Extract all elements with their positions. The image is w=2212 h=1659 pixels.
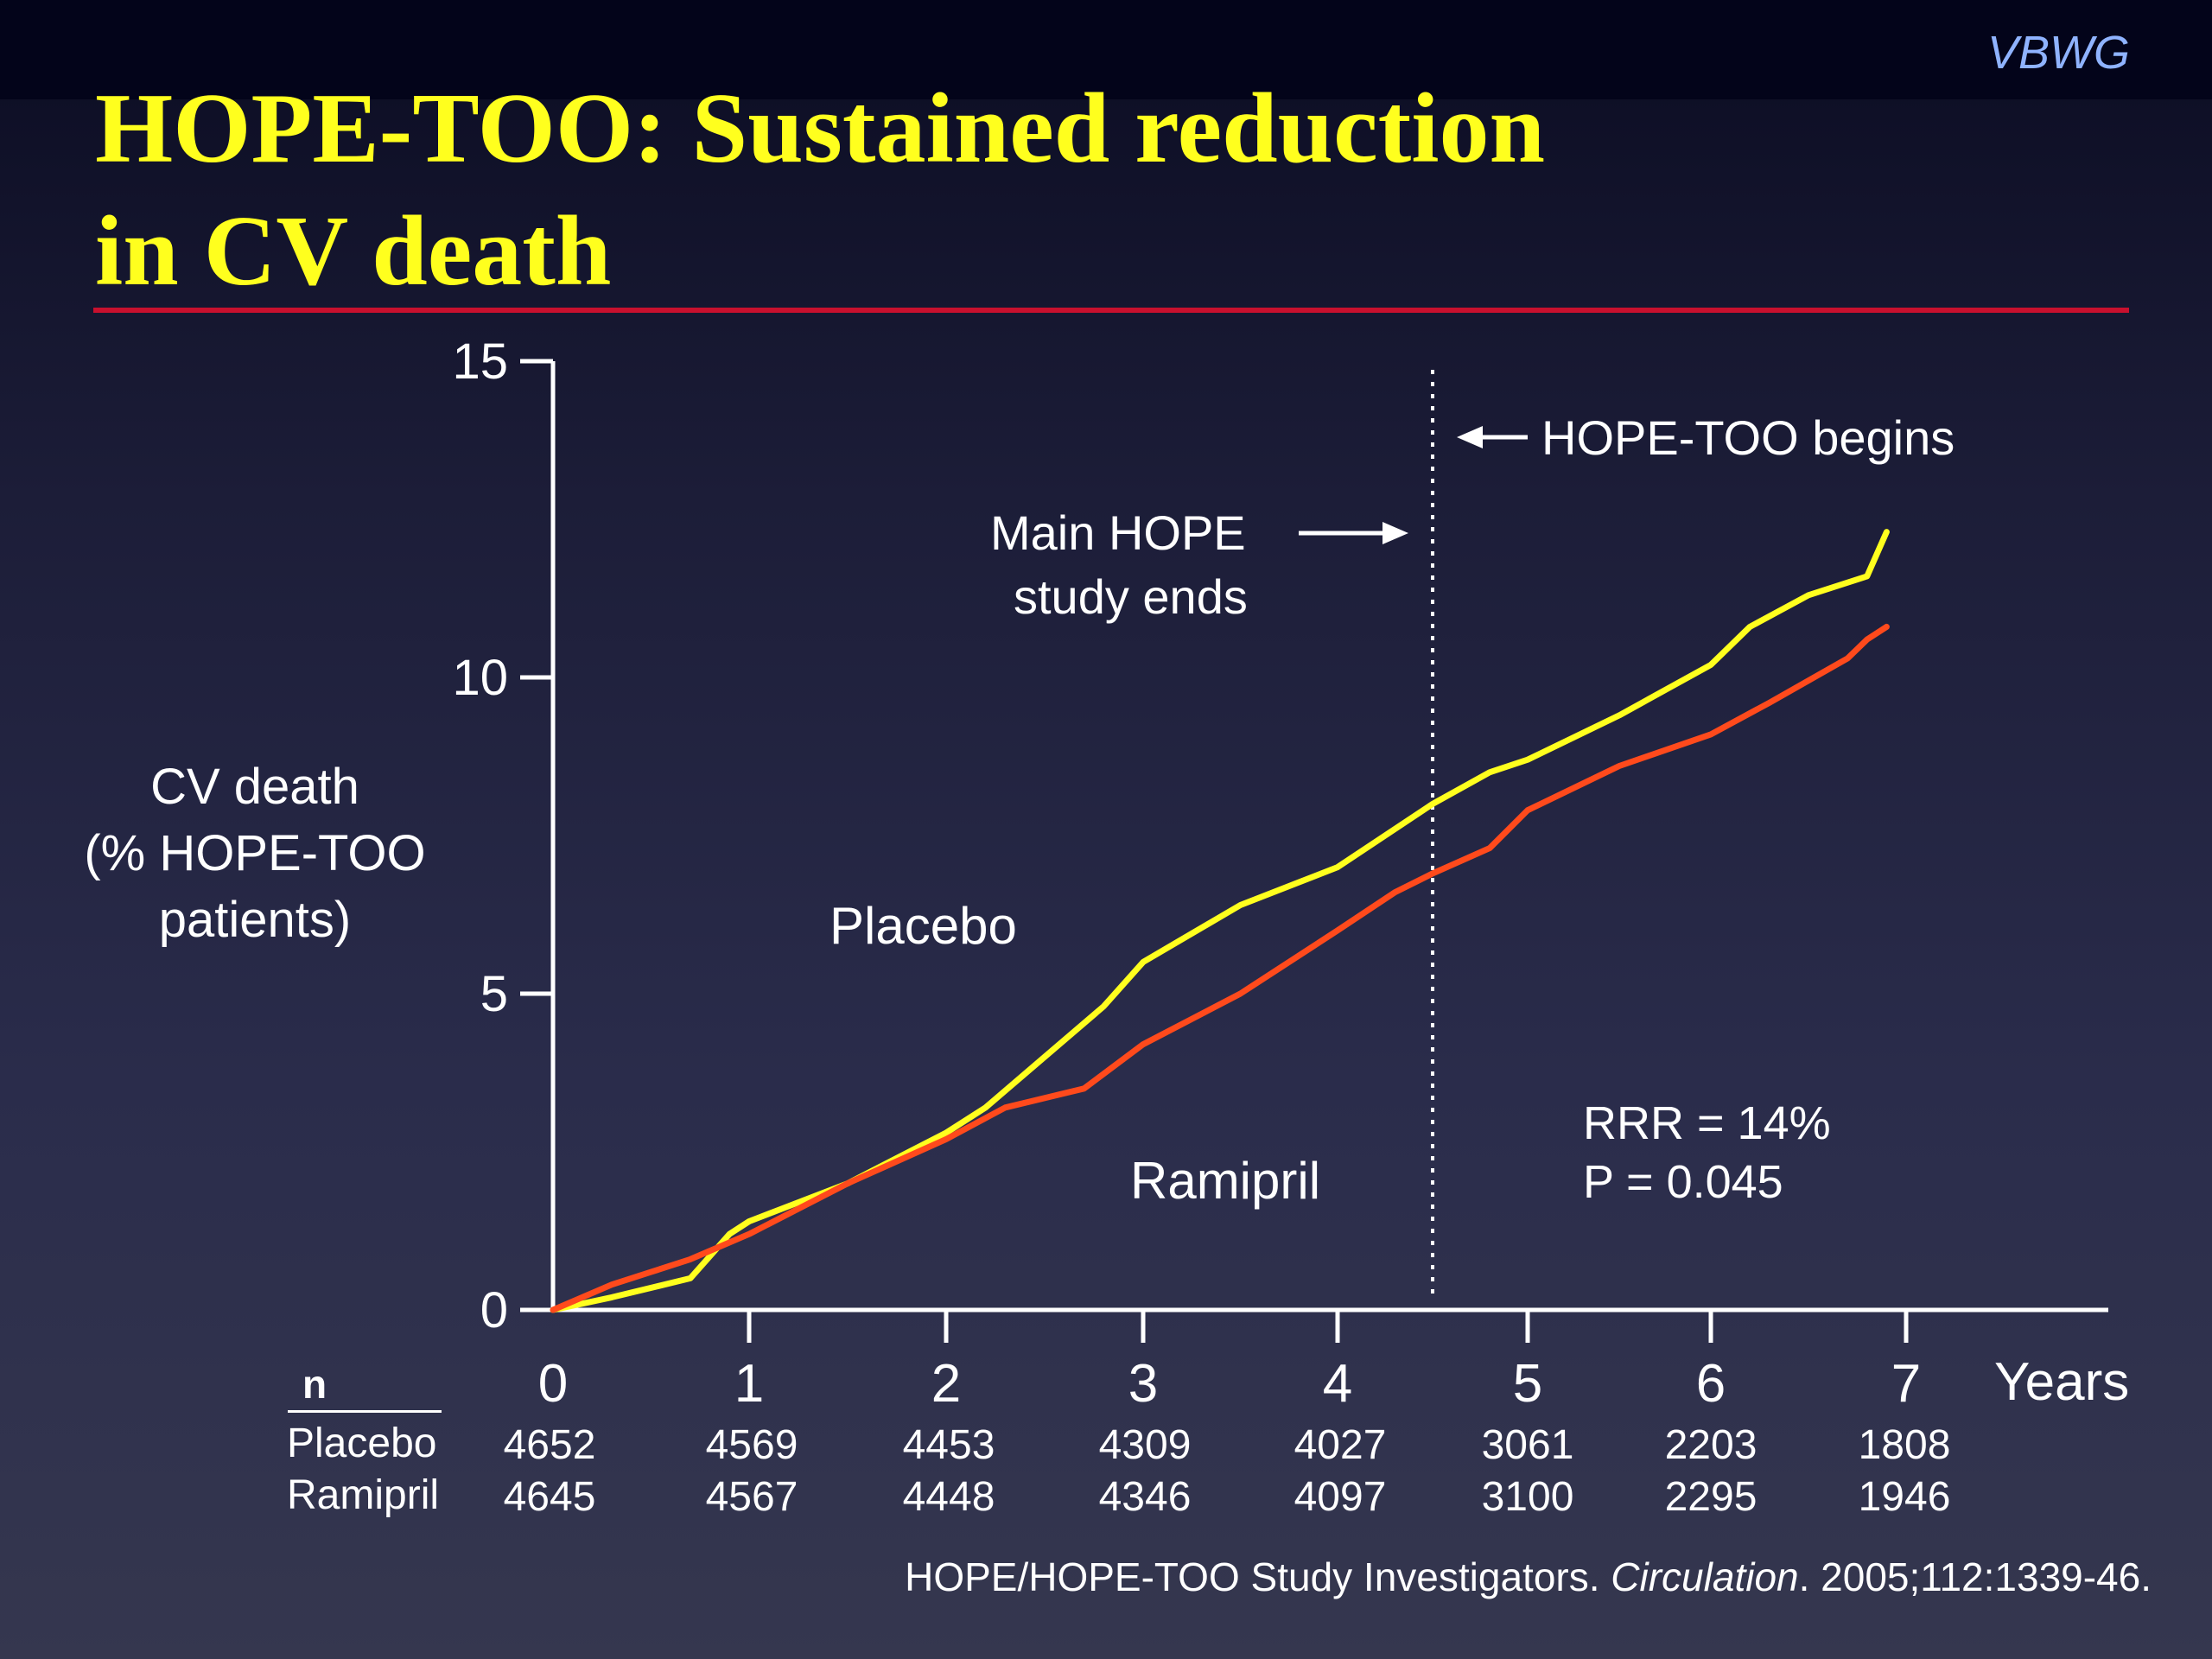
n-cell-placebo-year-7: 1808 xyxy=(1858,1422,1951,1468)
main-hope-label-line-2: study ends xyxy=(1014,569,1248,624)
n-cell-placebo-year-3: 4309 xyxy=(1098,1422,1192,1468)
chart-axes: 0 5 10 15 0 1 2 3 4 5 6 7 Years xyxy=(452,334,2129,1414)
n-cell-placebo-year-4: 4027 xyxy=(1294,1422,1387,1468)
slide-title-line-2: in CV death xyxy=(95,196,612,307)
x-tick-label-4: 4 xyxy=(1323,1354,1352,1414)
p-value: P = 0.045 xyxy=(1583,1156,1783,1208)
n-row-label-ramipril: Ramipril xyxy=(287,1472,440,1518)
n-cell-ramipril-year-6: 2295 xyxy=(1664,1474,1758,1520)
annotation-arrows xyxy=(1299,426,1528,544)
x-axis-label: Years xyxy=(1994,1352,2129,1412)
y-tick-label-0: 0 xyxy=(480,1282,508,1338)
n-cell-placebo-year-5: 3061 xyxy=(1481,1422,1574,1468)
x-tick-label-5: 5 xyxy=(1513,1354,1542,1414)
x-tick-label-3: 3 xyxy=(1128,1354,1158,1414)
y-tick-label-5: 5 xyxy=(480,966,508,1022)
y-axis-label: CV death (% HOPE-TOO patients) xyxy=(35,753,475,953)
brand-label: VBWG xyxy=(1986,27,2130,79)
placebo-series-label: Placebo xyxy=(830,897,1017,955)
slide-title: HOPE-TOO: Sustained reduction in CV deat… xyxy=(95,67,1737,313)
y-tick-label-15: 15 xyxy=(452,334,508,390)
top-band xyxy=(0,0,2212,99)
n-cell-ramipril-year-0: 4645 xyxy=(503,1474,596,1520)
y-axis-label-line-3: patients) xyxy=(158,892,352,948)
citation-journal: Circulation xyxy=(1611,1554,1799,1599)
y-axis-label-line-2: (% HOPE-TOO xyxy=(84,825,426,881)
ramipril-series-label: Ramipril xyxy=(1130,1152,1321,1210)
n-cell-ramipril-year-3: 4346 xyxy=(1098,1474,1192,1520)
x-tick-label-0: 0 xyxy=(538,1354,568,1414)
rrr-value: RRR = 14% xyxy=(1583,1097,1831,1149)
hope-too-begins-label: HOPE-TOO begins xyxy=(1541,410,1955,465)
x-tick-label-1: 1 xyxy=(734,1354,764,1414)
n-table-header: n xyxy=(302,1362,327,1407)
main-hope-label-line-1: Main HOPE xyxy=(990,505,1246,560)
n-cell-placebo-year-6: 2203 xyxy=(1664,1422,1758,1468)
hope-too-arrow-head xyxy=(1457,426,1483,448)
n-cell-ramipril-year-5: 3100 xyxy=(1481,1474,1574,1520)
n-cell-ramipril-year-2: 4448 xyxy=(902,1474,995,1520)
x-tick-label-7: 7 xyxy=(1891,1354,1921,1414)
slide-title-line-1: HOPE-TOO: Sustained reduction xyxy=(95,73,1545,184)
n-table-divider xyxy=(288,1410,442,1413)
chart-series xyxy=(550,529,1890,1313)
n-cell-placebo-year-1: 4569 xyxy=(705,1422,798,1468)
title-divider xyxy=(93,308,2129,313)
x-tick-label-2: 2 xyxy=(931,1354,961,1414)
n-cell-ramipril-year-4: 4097 xyxy=(1294,1474,1387,1520)
citation: HOPE/HOPE-TOO Study Investigators. Circu… xyxy=(905,1554,2152,1600)
n-cell-placebo-year-0: 4652 xyxy=(503,1422,596,1468)
series-line-placebo xyxy=(550,529,1890,1313)
y-axis-label-line-1: CV death xyxy=(150,759,359,815)
n-cell-placebo-year-2: 4453 xyxy=(902,1422,995,1468)
n-cell-ramipril-year-1: 4567 xyxy=(705,1474,798,1520)
n-row-label-placebo: Placebo xyxy=(287,1421,437,1466)
n-cell-ramipril-year-7: 1946 xyxy=(1858,1474,1951,1520)
citation-authors: HOPE/HOPE-TOO Study Investigators. xyxy=(905,1554,1611,1599)
citation-details: . 2005;112:1339-46. xyxy=(1798,1554,2152,1599)
main-hope-arrow-head xyxy=(1382,522,1408,544)
series-line-ramipril xyxy=(550,623,1890,1313)
y-tick-label-10: 10 xyxy=(452,650,508,706)
statistics-box: RRR = 14% P = 0.045 xyxy=(1583,1094,1831,1211)
x-tick-label-6: 6 xyxy=(1696,1354,1726,1414)
